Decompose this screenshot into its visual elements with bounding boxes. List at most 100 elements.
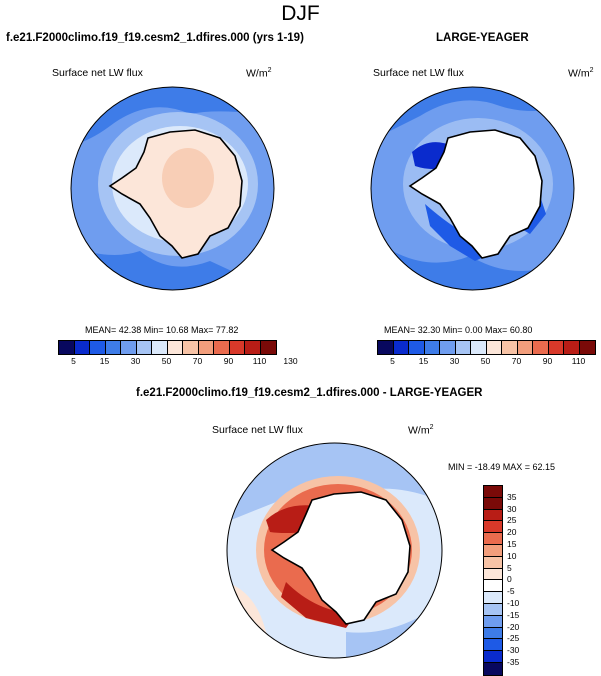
colorbar-model-tick-label: 5 — [71, 356, 76, 366]
variable-label-diff: Surface net LW flux — [212, 424, 303, 436]
antarctica-landmass — [408, 129, 543, 259]
colorbar-diff-tick-label: -25 — [507, 633, 520, 644]
panel-title-model: f.e21.F2000climo.f19_f19.cesm2_1.dfires.… — [6, 32, 304, 44]
colorbar-obs-swatch-11 — [548, 341, 564, 354]
units-label-right: W/m2 — [568, 67, 594, 80]
colorbar-obs-swatch-10 — [533, 341, 549, 354]
colorbar-model-tick-label: 15 — [99, 356, 110, 366]
colorbar-obs-tick-label: 30 — [449, 356, 460, 366]
colorbar-obs-tick-label: 70 — [511, 356, 522, 366]
colorbar-diff-tick-label: 25 — [507, 515, 517, 526]
units-label-diff: W/m2 — [408, 424, 434, 437]
colorbar-model-swatch-10 — [214, 341, 230, 354]
colorbar-obs-tick-label: 90 — [542, 356, 553, 366]
warm-interior — [162, 148, 214, 208]
antarctica-landmass — [270, 491, 411, 625]
colorbar-model-swatch-4 — [121, 341, 137, 354]
colorbar-diff-swatch-13 — [484, 639, 502, 652]
stats-obs: MEAN= 32.30 Min= 0.00 Max= 60.80 — [384, 325, 533, 335]
colorbar-diff-swatch-1 — [484, 497, 502, 510]
colorbar-model-swatch-9 — [198, 341, 214, 354]
units-label-left: W/m2 — [246, 67, 272, 80]
colorbar-obs-tick-label: 110 — [571, 356, 586, 366]
colorbar-obs-swatch-6 — [471, 341, 487, 354]
colorbar-diff-tick-label: 10 — [507, 550, 517, 561]
colorbar-diff-swatch-6 — [484, 556, 502, 569]
strong-pos-diff-south — [281, 582, 356, 628]
colorbar-model-tick-label: 90 — [223, 356, 234, 366]
colorbar-diff-tick-label: 5 — [507, 562, 512, 573]
colorbar-diff-tick-label: -15 — [507, 609, 520, 620]
colorbar-diff-swatch-11 — [484, 615, 502, 628]
colorbar-model-swatch-7 — [167, 341, 183, 354]
colorbar-diff-tick-label: 35 — [507, 491, 517, 502]
map-border — [370, 86, 575, 291]
colorbar-obs-swatch-13 — [579, 341, 595, 354]
colorbar-diff-swatch-12 — [484, 627, 502, 640]
colorbar-obs-swatch-7 — [486, 341, 502, 354]
colorbar-model-swatch-0 — [59, 341, 75, 354]
colorbar-model-tick-label: 30 — [130, 356, 141, 366]
colorbar-diff-tick-label: -20 — [507, 621, 520, 632]
colorbar-model-swatch-1 — [74, 341, 90, 354]
colorbar-obs-swatch-8 — [502, 341, 518, 354]
map-obs — [370, 86, 575, 291]
map-border — [226, 442, 443, 659]
colorbar-diff — [483, 485, 503, 676]
colorbar-model-tick-label: 110 — [252, 356, 267, 366]
colorbar-model-tick-label: 70 — [192, 356, 203, 366]
colorbar-diff-tick-label: -35 — [507, 657, 520, 667]
colorbar-diff-swatch-2 — [484, 509, 502, 522]
colorbar-diff-tick-label: 30 — [507, 503, 517, 514]
colorbar-obs-swatch-9 — [517, 341, 533, 354]
colorbar-obs — [377, 340, 596, 355]
colorbar-obs-swatch-5 — [455, 341, 471, 354]
colorbar-diff-swatch-5 — [484, 544, 502, 557]
colorbar-model-swatch-2 — [90, 341, 106, 354]
colorbar-model-swatch-6 — [152, 341, 168, 354]
season-title: DJF — [281, 2, 320, 25]
colorbar-model-swatch-13 — [260, 341, 276, 354]
colorbar-model-swatch-5 — [136, 341, 152, 354]
colorbar-obs-swatch-2 — [409, 341, 425, 354]
map-diff — [226, 442, 443, 659]
colorbar-obs-swatch-3 — [424, 341, 440, 354]
colorbar-obs-swatch-4 — [440, 341, 456, 354]
colorbar-obs-tick-label: 50 — [480, 356, 491, 366]
colorbar-obs-tick-label: 5 — [390, 356, 395, 366]
colorbar-diff-tick-label: 20 — [507, 527, 517, 538]
map-model — [70, 86, 275, 291]
colorbar-diff-swatch-3 — [484, 521, 502, 534]
panel-title-diff: f.e21.F2000climo.f19_f19.cesm2_1.dfires.… — [136, 387, 483, 399]
variable-label-left: Surface net LW flux — [52, 67, 143, 79]
colorbar-diff-swatch-7 — [484, 568, 502, 581]
panel-title-obs: LARGE-YEAGER — [436, 32, 529, 44]
colorbar-model-tick-label: 130 — [283, 356, 298, 366]
colorbar-obs-swatch-12 — [564, 341, 580, 354]
colorbar-model-swatch-8 — [183, 341, 199, 354]
stats-diff: MIN = -18.49 MAX = 62.15 — [448, 462, 556, 472]
colorbar-diff-tick-label: -30 — [507, 645, 520, 656]
colorbar-model — [58, 340, 277, 355]
colorbar-model-swatch-11 — [229, 341, 245, 354]
colorbar-diff-tick-label: -5 — [507, 586, 515, 597]
colorbar-diff-swatch-15 — [484, 662, 502, 675]
colorbar-diff-swatch-8 — [484, 580, 502, 593]
colorbar-ticks-model: 5 15 30 50 70 90 110 130 — [58, 356, 297, 368]
map-border — [70, 86, 275, 291]
colorbar-diff-tick-label: 0 — [507, 574, 512, 585]
colorbar-diff-tick-label: 15 — [507, 539, 517, 549]
stats-model: MEAN= 42.38 Min= 10.68 Max= 77.82 — [85, 325, 239, 335]
variable-label-right: Surface net LW flux — [373, 67, 464, 79]
colorbar-diff-swatch-10 — [484, 603, 502, 616]
colorbar-obs-tick-label: 15 — [418, 356, 429, 366]
colorbar-obs-swatch-0 — [378, 341, 394, 354]
colorbar-obs-swatch-1 — [393, 341, 409, 354]
colorbar-diff-tick-label: -10 — [507, 598, 520, 608]
colorbar-model-tick-label: 50 — [161, 356, 172, 366]
colorbar-diff-swatch-9 — [484, 592, 502, 604]
colorbar-diff-swatch-14 — [484, 651, 502, 663]
colorbar-diff-swatch-0 — [484, 486, 502, 498]
colorbar-model-swatch-12 — [245, 341, 261, 354]
